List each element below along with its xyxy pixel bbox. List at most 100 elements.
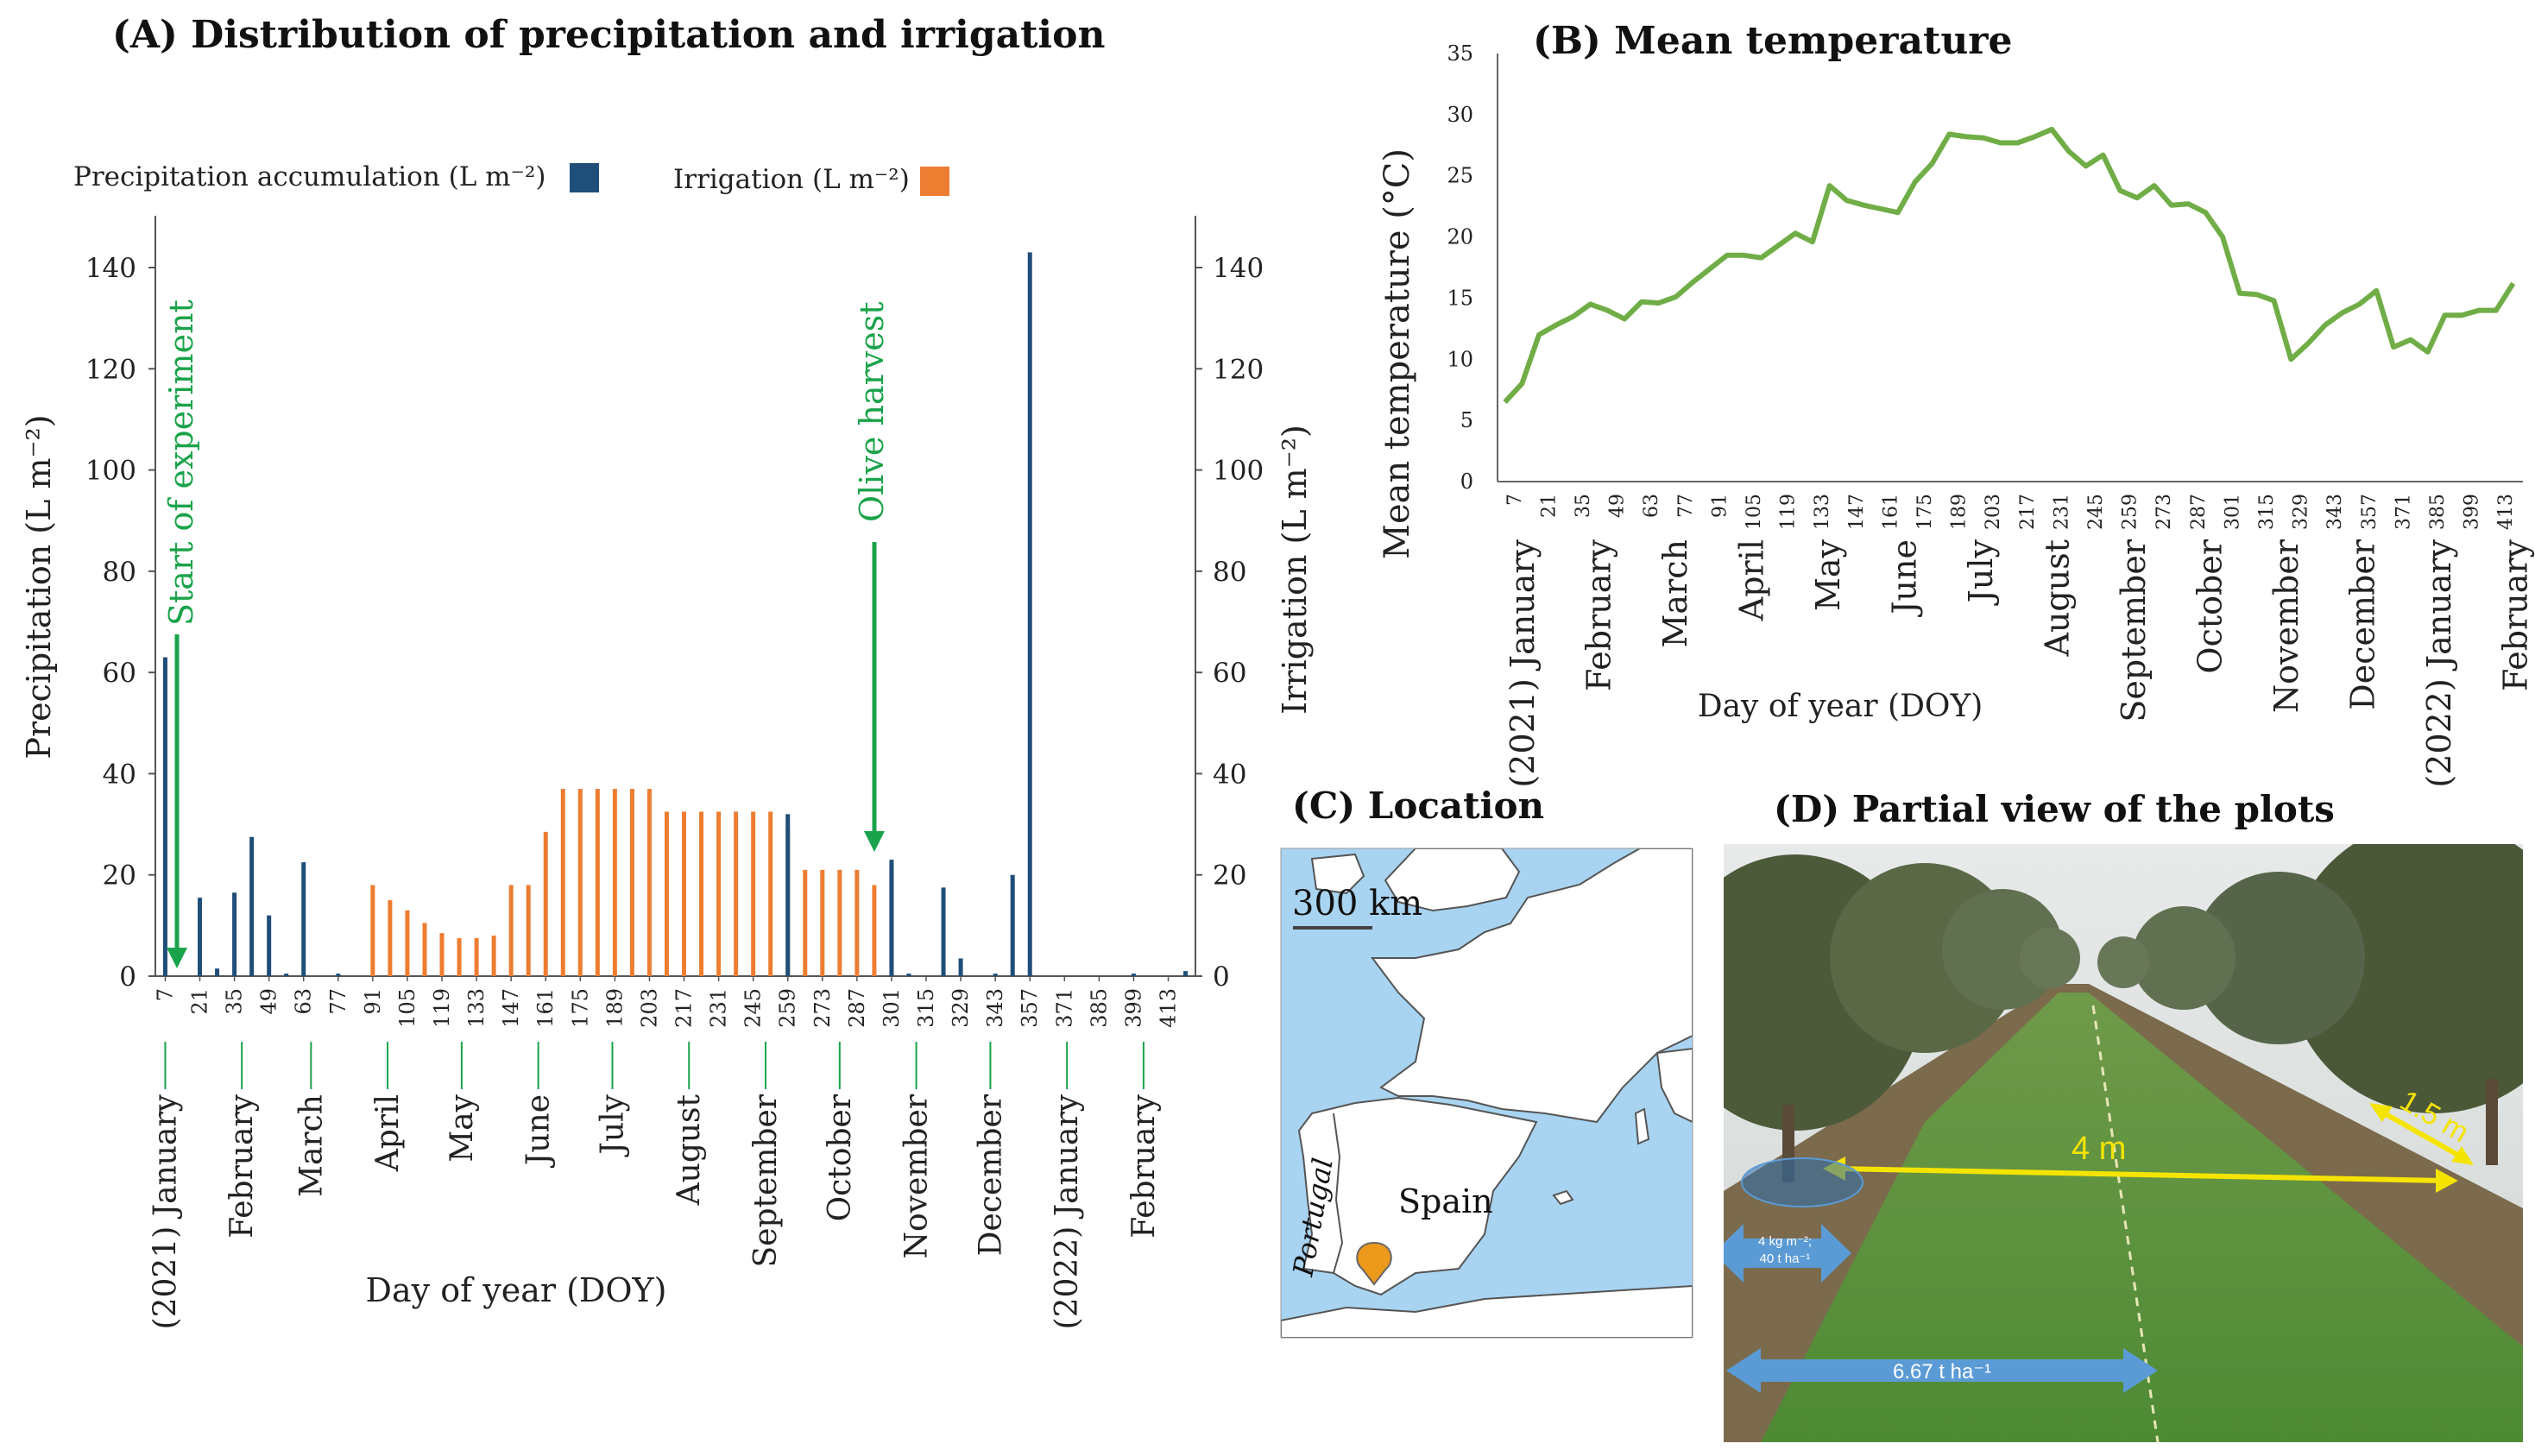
panel-a-x-tick-label: 105 [395, 988, 419, 1028]
panel-b-x-tick-label: 49 [1607, 494, 1629, 518]
precipitation-bar [1183, 971, 1189, 976]
photo-tree-right-2 [2192, 872, 2365, 1044]
panel-a-x-tick-label: 259 [776, 988, 800, 1028]
panel-b-x-tick-label: 147 [1846, 494, 1868, 530]
ireland-landmass [1310, 853, 1365, 895]
panel-b-y-tick-label: 35 [1447, 41, 1473, 66]
panel-b-x-tick-label: 63 [1641, 494, 1662, 518]
panel-c-title: (C) Location [1292, 785, 1544, 827]
panel-a-right-tick-label: 120 [1213, 354, 1264, 385]
north-africa-landmass [1281, 1284, 1693, 1338]
panel-b-x-tick-label: 343 [2324, 494, 2346, 530]
panel-a-x-tick-label: 287 [845, 988, 869, 1028]
irrigation-bar [439, 933, 445, 976]
photo-tree-left-4 [2020, 928, 2080, 988]
panel-b-x-tick-label: 413 [2495, 494, 2517, 530]
precipitation-bar [993, 974, 998, 976]
panel-b-x-tick-label: 329 [2291, 494, 2312, 530]
panel-b-month-label: (2021) January [1504, 539, 1542, 787]
precipitation-bar [958, 958, 963, 976]
irrigation-bar [716, 811, 722, 976]
panel-a-month-label: December [973, 1094, 1008, 1256]
panel-b-month-label: (2022) January [2420, 539, 2458, 787]
precipitation-bar [1131, 974, 1136, 976]
dim-arrow-4m-head-right [2436, 1169, 2458, 1193]
irrigation-bar [595, 789, 600, 976]
panel-a-month-label: July [596, 1094, 631, 1157]
panel-a-month-labels: (2021) January February March April May June J… [148, 1042, 1162, 1329]
irrigation-bar [543, 831, 548, 976]
dim-arrow-1-5m-head-top [2369, 1103, 2393, 1122]
portugal-border [1333, 1112, 1344, 1274]
panel-b-x-tick-label: 371 [2393, 494, 2414, 530]
panel-a-month-label: (2022) January [1050, 1094, 1085, 1329]
irrigation-bar [854, 869, 860, 976]
precipitation-bar [215, 968, 220, 976]
irrigation-bar [370, 885, 375, 976]
panel-a-x-tick-label: 35 [223, 988, 247, 1015]
france-landmass [1371, 848, 1693, 1124]
panel-a-left-tick-label: 0 [119, 961, 136, 993]
panel-a-bars [162, 252, 1189, 977]
panel-a-title: (A) Distribution of precipitation and ir… [112, 13, 1106, 57]
panel-a-month-label: February [224, 1094, 260, 1238]
panel-a-right-tick-label: 0 [1213, 961, 1230, 993]
irrigation-bar [820, 869, 825, 976]
panel-b-y-tick-label: 5 [1460, 408, 1473, 432]
panel-a-x-tick-label: 91 [361, 988, 385, 1015]
britain-landmass [1384, 848, 1521, 912]
legend-irrigation-label: Irrigation (L m⁻²) [673, 164, 910, 195]
irrigation-bar [577, 789, 583, 976]
panel-b-x-axis-label: Day of year (DOY) [1698, 689, 1983, 724]
panel-a-x-tick-label: 161 [533, 988, 558, 1028]
dim-arrow-1-5m-head-bottom [2451, 1146, 2474, 1165]
panel-c-location-map: (C) Location 300 km Spain Portugal [1280, 785, 1693, 1339]
dose-row-arrow [1724, 1224, 1851, 1283]
irrigation-bar [508, 885, 514, 976]
panel-b-month-label: February [1580, 539, 1618, 691]
panel-a-x-tick-label: 371 [1052, 988, 1076, 1028]
panel-b-month-label: March [1656, 539, 1694, 648]
irrigation-bar [491, 936, 496, 976]
dim-label-4m: 4 m [2072, 1131, 2126, 1167]
panel-a-axes [154, 216, 1196, 977]
panel-a-month-label: February [1126, 1094, 1162, 1238]
map-label-spain: Spain [1398, 1182, 1493, 1220]
irrigation-bar [699, 811, 704, 976]
map-frame [1280, 848, 1693, 1339]
panel-a-ticks: 0 0 20 20 40 40 60 60 80 80 100 100 120 120 140 140 7 21 3… [85, 253, 1264, 1028]
panel-a-x-tick-label: 343 [983, 988, 1007, 1028]
panel-d-plots-photo: (D) Partial view of the plots [1724, 788, 2523, 1442]
panel-b-x-tick-label: 119 [1778, 494, 1800, 530]
panel-a-x-tick-label: 189 [602, 988, 627, 1028]
dim-arrow-1-5m [2374, 1106, 2469, 1163]
panel-a-x-tick-label: 245 [741, 988, 766, 1028]
panel-a-x-tick-label: 119 [430, 988, 454, 1028]
irrigation-bar [388, 900, 393, 976]
panel-b-y-tick-label: 0 [1460, 470, 1473, 494]
irrigation-bar [457, 938, 462, 976]
panel-a-x-tick-label: 357 [1018, 988, 1042, 1028]
irrigation-bar [405, 910, 410, 976]
balearic-islands [1552, 1189, 1574, 1206]
compost-row-highlight [1741, 1157, 1863, 1207]
precipitation-bar [249, 836, 255, 976]
panel-a-month-label: March [293, 1094, 329, 1197]
photo-trunk-right [2486, 1079, 2498, 1165]
irrigation-bar [474, 938, 479, 976]
panel-b-x-tick-label: 301 [2222, 494, 2243, 530]
irrigation-bar [422, 923, 427, 976]
italy-landmass [1655, 1047, 1693, 1124]
panel-b-x-tick-label: 133 [1812, 494, 1833, 530]
location-pin-icon [1356, 1241, 1392, 1286]
panel-a-right-tick-label: 100 [1213, 456, 1264, 487]
panel-a-left-tick-label: 80 [103, 557, 136, 588]
photo-center-line [2091, 1005, 2160, 1442]
panel-b-title: (B) Mean temperature [1533, 19, 2012, 63]
panel-a-right-tick-label: 40 [1213, 759, 1246, 790]
panel-b-y-tick-label: 30 [1447, 103, 1473, 127]
panel-a-x-tick-label: 315 [914, 988, 938, 1028]
annotation-olive-harvest: Olive harvest [853, 301, 891, 522]
panel-a-x-tick-label: 231 [707, 988, 731, 1028]
